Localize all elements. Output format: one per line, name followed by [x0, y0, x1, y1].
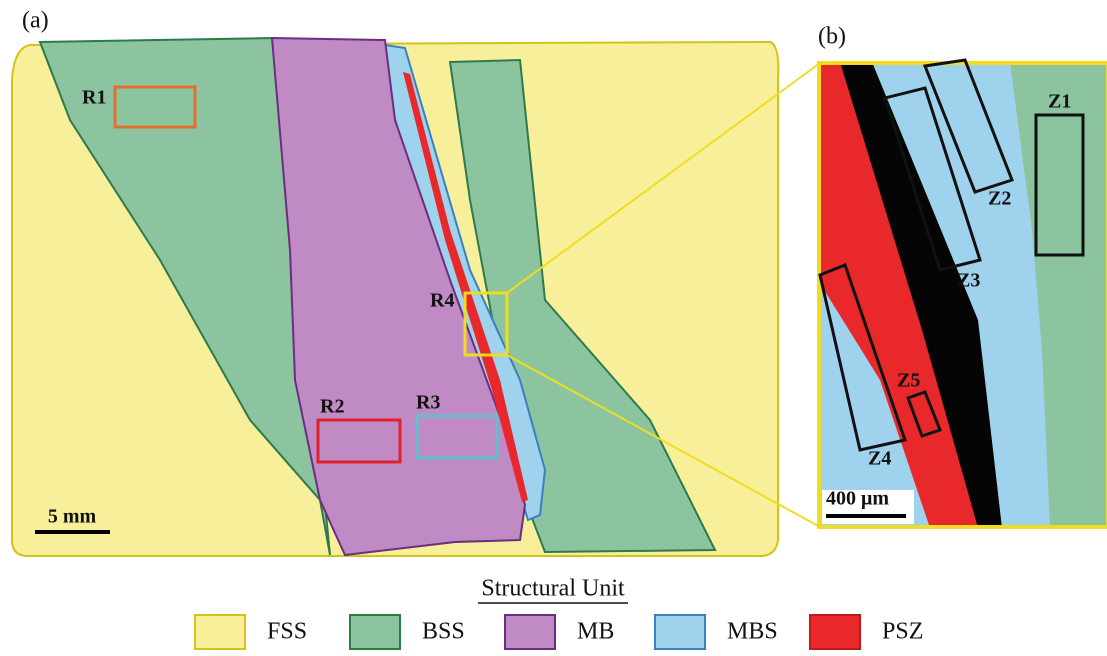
panel-label: (a) — [22, 8, 49, 34]
figure: (a) R1 R2 R3 R4 5 mm (b) Z1 Z2 Z3 Z4 Z5 … — [0, 0, 1107, 656]
legend-label: MBS — [727, 619, 778, 645]
legend-title: Structural Unit — [481, 576, 625, 602]
zone-label: Z4 — [868, 448, 891, 470]
legend-label: FSS — [267, 619, 307, 645]
zone-label: Z3 — [957, 270, 980, 292]
legend-label: PSZ — [882, 619, 923, 645]
scale-label: 400 μm — [826, 488, 889, 510]
legend-label: BSS — [422, 619, 465, 645]
region-label: R3 — [416, 392, 440, 414]
zoom-image — [818, 62, 1107, 528]
region-label: R4 — [430, 290, 454, 312]
legend-swatch — [505, 615, 555, 649]
legend-swatch — [810, 615, 860, 649]
zone-label: Z1 — [1048, 91, 1071, 113]
panel-label: (b) — [818, 24, 846, 50]
region-label: R2 — [320, 396, 344, 418]
scale-label: 5 mm — [48, 506, 97, 528]
zone-label: Z5 — [897, 370, 920, 392]
legend: FSS BSS MB MBS PSZ — [195, 615, 923, 649]
zone-label: Z2 — [988, 188, 1011, 210]
region-label: R1 — [82, 87, 106, 109]
legend-label: MB — [577, 619, 614, 645]
legend-swatch — [350, 615, 400, 649]
legend-swatch — [655, 615, 705, 649]
legend-swatch — [195, 615, 245, 649]
